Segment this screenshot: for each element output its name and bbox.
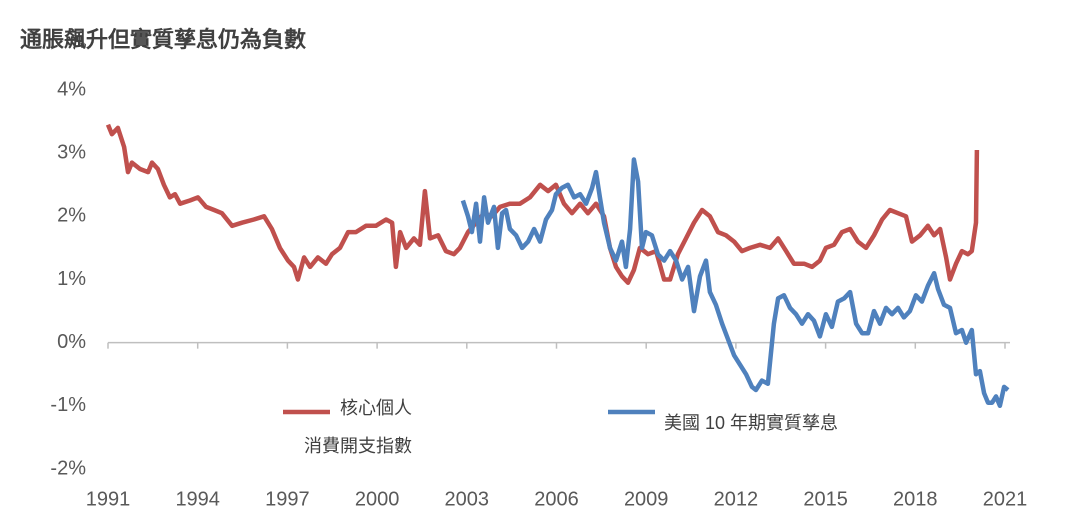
y-tick-label: 2% [57, 205, 86, 227]
line-series [105, 123, 980, 285]
legend-label: 核心個人消費開支指數 [304, 398, 412, 456]
y-tick-label: 0% [57, 331, 86, 353]
x-tick-label: 1994 [175, 488, 220, 510]
line-series [460, 157, 1010, 409]
y-tick-label: -2% [50, 457, 86, 479]
y-tick-label: -1% [50, 394, 86, 416]
legend-label: 美國 10 年期實質孳息 [664, 413, 839, 433]
x-tick-label: 2000 [355, 488, 400, 510]
y-tick-label: 1% [57, 268, 86, 290]
y-tick-label: 3% [57, 141, 86, 163]
x-tick-label: 2015 [803, 488, 848, 510]
x-tick-label: 2012 [714, 488, 759, 510]
chart-title: 通脹飆升但實質孳息仍為負數 [20, 27, 307, 52]
x-tick-label: 1997 [265, 488, 310, 510]
x-tick-label: 2009 [624, 488, 669, 510]
x-tick-label: 2018 [893, 488, 938, 510]
y-tick-label: 4% [57, 78, 86, 100]
x-tick-label: 2003 [445, 488, 490, 510]
x-tick-label: 2006 [534, 488, 579, 510]
x-tick-label: 1991 [86, 488, 131, 510]
x-tick-label: 2021 [983, 488, 1028, 510]
